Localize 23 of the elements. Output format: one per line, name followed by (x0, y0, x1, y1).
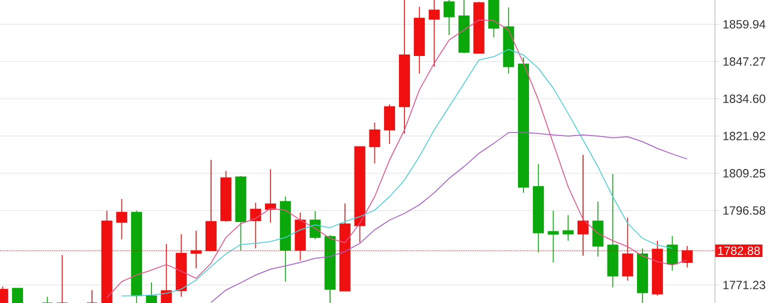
candlestick (146, 282, 157, 303)
line-series (210, 132, 688, 303)
candlestick (42, 296, 53, 303)
y-tick-label: 1821.92 (723, 132, 766, 140)
candlestick (12, 288, 24, 303)
candlestick (562, 214, 574, 242)
y-tick-label: 1859.94 (723, 20, 766, 29)
y-tick-label: 1847.27 (723, 57, 766, 66)
y-tick-label: 1771.23 (723, 280, 766, 290)
y-tick-label: 1834.60 (723, 94, 766, 103)
candlestick (116, 198, 128, 240)
ref-line-label: 1782.88 (718, 246, 760, 255)
candlestick (384, 104, 396, 144)
candlestick (444, 0, 455, 36)
candlestick (56, 254, 68, 303)
y-tick-label: 1796.58 (723, 206, 766, 215)
y-tick-label: 1809.25 (723, 169, 766, 178)
candlestick (428, 0, 440, 68)
candlestick (666, 236, 678, 272)
candlestick (86, 290, 98, 303)
candlestick (548, 210, 559, 263)
candlestick (310, 210, 321, 240)
candlestick (369, 122, 380, 164)
